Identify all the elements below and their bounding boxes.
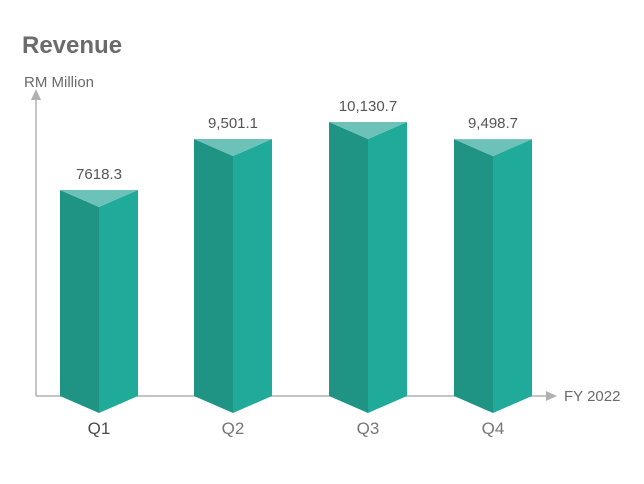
value-label-q1: 7618.3 (76, 166, 122, 183)
bar-q1-top (60, 189, 138, 207)
category-label-q4: Q4 (482, 419, 505, 438)
bar-q3-top (329, 122, 407, 139)
bar-q4-right-face (493, 139, 532, 413)
value-label-q3: 10,130.7 (339, 98, 397, 115)
category-label-q1: Q1 (88, 419, 111, 438)
value-label-q2: 9,501.1 (208, 115, 258, 132)
bar-q3-right-face (368, 122, 407, 413)
bar-q2-right-face (233, 139, 272, 413)
bar-q1-right-face (99, 189, 138, 413)
bar-q2-top (194, 139, 272, 157)
category-label-q3: Q3 (357, 419, 380, 438)
y-axis-label: RM Million (24, 74, 95, 91)
bar-q2-left-face (194, 139, 233, 413)
bar-q3-left-face (329, 122, 368, 413)
x-axis-arrow-icon (546, 391, 557, 401)
bar-q4-top (454, 139, 532, 157)
chart-title: Revenue (22, 32, 123, 59)
bars (60, 122, 532, 413)
x-axis-label: FY 2022 (564, 388, 620, 405)
value-label-q4: 9,498.7 (468, 115, 518, 132)
category-label-q2: Q2 (222, 419, 245, 438)
labels: FY 2022 7618.3 Q1 9,501.1 Q2 10,130.7 Q3 9,498.… (76, 98, 620, 438)
bar-q1-left-face (60, 189, 99, 413)
y-axis-arrow-icon (31, 89, 41, 100)
bar-q4-left-face (454, 139, 493, 413)
